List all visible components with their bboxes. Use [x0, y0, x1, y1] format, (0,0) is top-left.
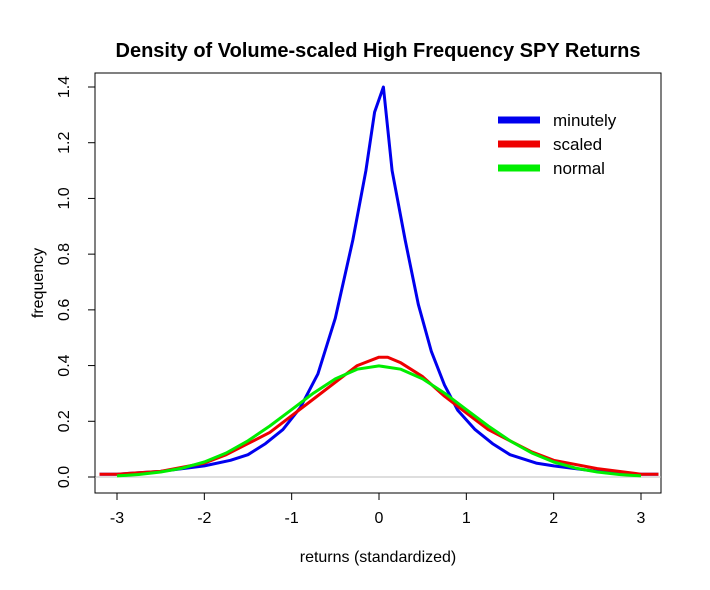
y-tick-label: 0.2 — [56, 410, 73, 432]
legend-label-scaled: scaled — [553, 135, 602, 154]
x-axis: -3 -2 -1 0 1 2 3 — [110, 492, 646, 527]
series-line-minutely — [99, 85, 659, 476]
series-line-normal — [116, 364, 642, 478]
y-tick-label: 1.0 — [56, 187, 73, 209]
x-tick-label: -2 — [197, 510, 211, 527]
y-tick-label: 1.2 — [56, 131, 73, 153]
x-axis-label: returns (standardized) — [300, 549, 457, 566]
x-tick-label: 2 — [549, 510, 558, 527]
x-tick-label: -1 — [285, 510, 299, 527]
legend-label-normal: normal — [553, 159, 605, 178]
y-tick-label: 1.4 — [56, 76, 73, 98]
x-tick-label: 3 — [637, 510, 646, 527]
y-axis-label: frequency — [30, 248, 47, 318]
series-group — [99, 85, 659, 478]
legend-label-minutely: minutely — [553, 111, 617, 130]
y-axis: 0.0 0.2 0.4 0.6 0.8 1.0 1.2 1.4 — [56, 76, 96, 488]
y-tick-label: 0.6 — [56, 299, 73, 321]
y-tick-label: 0.8 — [56, 243, 73, 265]
series-line-scaled — [99, 355, 659, 476]
x-tick-label: 0 — [375, 510, 384, 527]
legend: minutely scaled normal — [498, 111, 617, 178]
x-tick-label: -3 — [110, 510, 124, 527]
y-tick-label: 0.4 — [56, 354, 73, 376]
y-tick-label: 0.0 — [56, 466, 73, 488]
x-tick-label: 1 — [462, 510, 471, 527]
chart-title: Density of Volume-scaled High Frequency … — [116, 40, 641, 62]
